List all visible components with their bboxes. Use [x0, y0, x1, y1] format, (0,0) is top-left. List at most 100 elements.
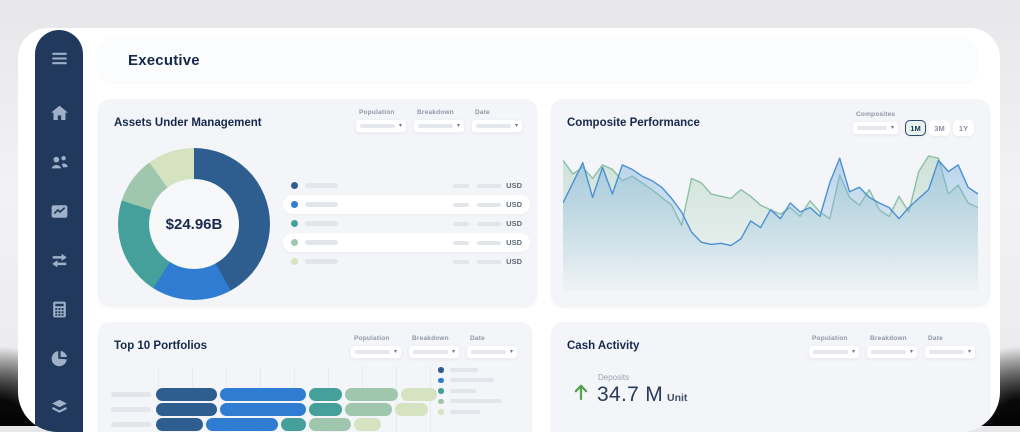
- bar-segment[interactable]: [345, 388, 398, 401]
- legend-value-skeleton: [477, 240, 502, 245]
- aum-legend-row[interactable]: USD: [283, 195, 530, 214]
- date-filter: Date ▾: [466, 335, 518, 359]
- bar-segment[interactable]: [353, 418, 382, 431]
- calculator-icon: [49, 299, 70, 325]
- legend-dot: [291, 220, 298, 227]
- breakdown-select[interactable]: ▾: [408, 345, 460, 359]
- bar-segment[interactable]: [345, 403, 393, 416]
- clients-icon: [49, 152, 70, 178]
- allocation-icon: [49, 348, 70, 374]
- top10-legend-item: [438, 377, 502, 383]
- chevron-down-icon: ▾: [909, 349, 913, 355]
- legend-value-skeleton: [477, 259, 502, 264]
- population-select[interactable]: ▾: [355, 119, 407, 133]
- composites-select[interactable]: ▾: [852, 121, 899, 135]
- filter-label: Breakdown: [417, 109, 454, 116]
- bar-segment[interactable]: [400, 388, 437, 401]
- bar-segment[interactable]: [309, 418, 351, 431]
- legend-value-skeleton: [477, 202, 502, 207]
- deposits-up-arrow-icon: [571, 382, 591, 402]
- cash-filters: Population ▾ Breakdown ▾ Date ▾: [808, 335, 976, 359]
- aum-legend-row[interactable]: USD: [283, 252, 530, 271]
- bar-segment[interactable]: [156, 388, 217, 401]
- top10-legend: [438, 367, 502, 415]
- select-placeholder-skeleton: [476, 124, 511, 128]
- bar-segment[interactable]: [281, 418, 307, 431]
- chevron-down-icon: ▾: [851, 349, 855, 355]
- aum-donut-hole: [149, 179, 239, 269]
- sidebar-menu[interactable]: [48, 50, 70, 72]
- portfolio-bar-row: [98, 388, 532, 401]
- bar-segment[interactable]: [219, 388, 306, 401]
- bar-segment[interactable]: [308, 403, 343, 416]
- population-select[interactable]: ▾: [350, 345, 402, 359]
- range-1y-button[interactable]: 1Y: [953, 120, 974, 136]
- legend-label-skeleton: [449, 378, 494, 383]
- date-filter: Date ▾: [924, 335, 976, 359]
- holdings-icon: [49, 397, 70, 423]
- main-window: Executive Assets Under Management Popula…: [18, 28, 1000, 432]
- chevron-down-icon: ▾: [890, 125, 894, 131]
- bar-segment[interactable]: [219, 403, 306, 416]
- select-placeholder-skeleton: [413, 350, 448, 354]
- sidebar-allocation[interactable]: [48, 350, 70, 372]
- stacked-bar[interactable]: [156, 403, 429, 416]
- filter-label: Date: [928, 335, 943, 342]
- select-placeholder-skeleton: [813, 350, 848, 354]
- legend-label-skeleton: [449, 367, 478, 372]
- bar-segment[interactable]: [156, 403, 217, 416]
- composite-card-title: Composite Performance: [567, 117, 700, 129]
- aum-legend-row[interactable]: USD: [283, 233, 530, 252]
- range-3m-button[interactable]: 3M: [929, 120, 950, 136]
- deposits-value: 34.7 M: [597, 383, 663, 406]
- legend-dot: [291, 182, 298, 189]
- range-1m-button[interactable]: 1M: [905, 120, 926, 136]
- range-buttons: 1M 3M 1Y: [905, 120, 974, 136]
- portfolio-bar-row: [98, 418, 532, 431]
- filter-label: Date: [470, 335, 485, 342]
- currency-label: USD: [506, 181, 522, 190]
- breakdown-filter: Breakdown ▾: [413, 109, 465, 133]
- breakdown-select[interactable]: ▾: [413, 119, 465, 133]
- date-select[interactable]: ▾: [924, 345, 976, 359]
- aum-legend-row[interactable]: USD: [283, 214, 530, 233]
- legend-dot: [438, 398, 444, 404]
- sidebar-calculator[interactable]: [48, 301, 70, 323]
- aum-donut-chart[interactable]: $24.96B: [118, 148, 270, 300]
- date-select[interactable]: ▾: [471, 119, 523, 133]
- legend-dot: [291, 201, 298, 208]
- legend-label-skeleton: [305, 259, 338, 264]
- filter-label: Breakdown: [412, 335, 449, 342]
- blue-series-line: [563, 157, 978, 247]
- chevron-down-icon: ▾: [456, 123, 460, 129]
- sidebar-holdings[interactable]: [48, 399, 70, 421]
- bar-segment[interactable]: [156, 418, 204, 431]
- currency-label: USD: [506, 257, 522, 266]
- breakdown-filter: Breakdown ▾: [866, 335, 918, 359]
- legend-label-skeleton: [305, 221, 338, 226]
- date-select[interactable]: ▾: [466, 345, 518, 359]
- select-placeholder-skeleton: [360, 124, 395, 128]
- bar-segment[interactable]: [308, 388, 343, 401]
- stacked-bar[interactable]: [156, 418, 382, 431]
- composite-line-chart[interactable]: [563, 141, 978, 293]
- stacked-bar[interactable]: [156, 388, 437, 401]
- header-bar: Executive: [98, 38, 977, 82]
- select-placeholder-skeleton: [471, 350, 506, 354]
- currency-label: USD: [506, 238, 522, 247]
- sidebar-clients[interactable]: [48, 154, 70, 176]
- select-placeholder-skeleton: [929, 350, 964, 354]
- sidebar-home[interactable]: [48, 105, 70, 127]
- legend-value-skeleton: [477, 183, 502, 188]
- bar-segment[interactable]: [206, 418, 279, 431]
- breakdown-select[interactable]: ▾: [866, 345, 918, 359]
- population-select[interactable]: ▾: [808, 345, 860, 359]
- assets-under-management-card: Assets Under Management Population ▾ Break…: [98, 99, 537, 307]
- legend-label-skeleton: [449, 399, 502, 404]
- sidebar-transactions[interactable]: [48, 252, 70, 274]
- currency-label: USD: [506, 219, 522, 228]
- legend-dot: [291, 239, 298, 246]
- bar-segment[interactable]: [395, 403, 429, 416]
- sidebar-performance[interactable]: [48, 203, 70, 225]
- aum-legend-row[interactable]: USD: [283, 176, 530, 195]
